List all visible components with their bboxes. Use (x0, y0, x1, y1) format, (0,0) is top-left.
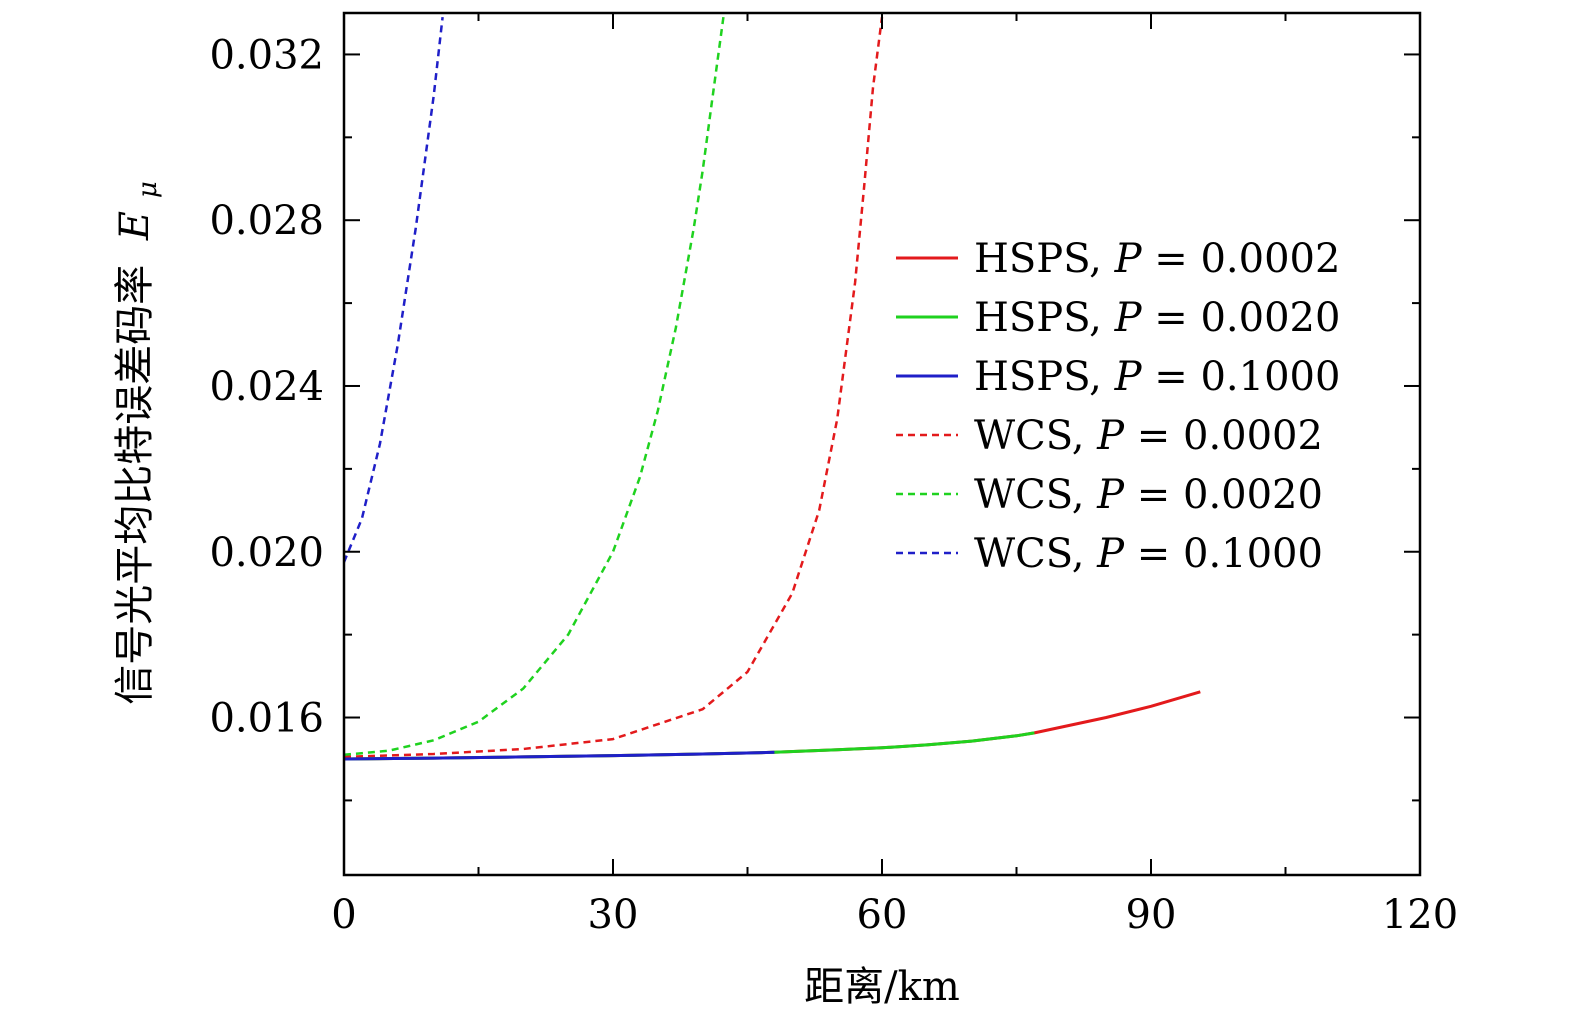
y-tick-label: 0.016 (209, 696, 324, 742)
legend-p-symbol: P (1114, 295, 1143, 341)
legend-series-name: WCS, (974, 472, 1097, 518)
series-line-hsps-p-0_1000 (344, 750, 775, 761)
x-tick-label: 0 (331, 892, 356, 938)
y-tick-label: 0.024 (209, 364, 324, 410)
y-tick-label: 0.028 (209, 198, 324, 244)
legend-p-symbol: P (1114, 354, 1143, 400)
legend-label: WCS, P = 0.1000 (974, 531, 1323, 577)
legend-p-symbol: P (1114, 236, 1143, 282)
series-line-wcs-p-0_0020 (344, 13, 726, 757)
y-axis-title-subscript: μ (133, 181, 163, 198)
legend-series-name: HSPS, (974, 295, 1115, 341)
legend-series-name: HSPS, (974, 354, 1115, 400)
series-line-wcs-p-0_1000 (344, 16, 444, 563)
y-axis-title-cjk: 信号光平均比特误差码率 (112, 265, 158, 705)
legend-p-symbol: P (1096, 413, 1125, 459)
legend-series-name: WCS, (974, 413, 1097, 459)
x-tick-label: 90 (1126, 892, 1177, 938)
legend-label: WCS, P = 0.0002 (974, 413, 1323, 459)
legend-series-name: WCS, (974, 531, 1097, 577)
legend-p-value: = 0.0002 (1142, 236, 1341, 282)
series-line-wcs-p-0_0002 (344, 16, 884, 759)
y-axis-title-symbol: E (112, 211, 158, 241)
legend-label: HSPS, P = 0.1000 (974, 354, 1340, 400)
legend-p-value: = 0.0020 (1142, 295, 1341, 341)
series-layer (344, 13, 1201, 761)
legend-p-symbol: P (1096, 472, 1125, 518)
x-tick-label: 60 (857, 892, 908, 938)
y-tick-label: 0.032 (209, 32, 324, 78)
x-tick-label: 120 (1382, 892, 1458, 938)
y-axis-title: 信号光平均比特误差码率 E μ (112, 181, 163, 705)
legend-label: HSPS, P = 0.0020 (974, 295, 1340, 341)
legend-label: WCS, P = 0.0020 (974, 472, 1323, 518)
legend-p-symbol: P (1096, 531, 1125, 577)
legend-p-value: = 0.1000 (1142, 354, 1341, 400)
y-tick-label: 0.020 (209, 530, 324, 576)
legend-p-value: = 0.1000 (1124, 531, 1323, 577)
legend-p-value: = 0.0020 (1124, 472, 1323, 518)
ticks-layer: 0 30 60 90 120 0.016 0.020 0.024 0.028 0.032 (209, 13, 1458, 938)
x-axis-title: 距离/km (804, 964, 960, 1010)
legend-p-value: = 0.0002 (1124, 413, 1323, 459)
legend-series-name: HSPS, (974, 236, 1115, 282)
x-tick-label: 30 (588, 892, 639, 938)
legend-label: HSPS, P = 0.0002 (974, 236, 1340, 282)
